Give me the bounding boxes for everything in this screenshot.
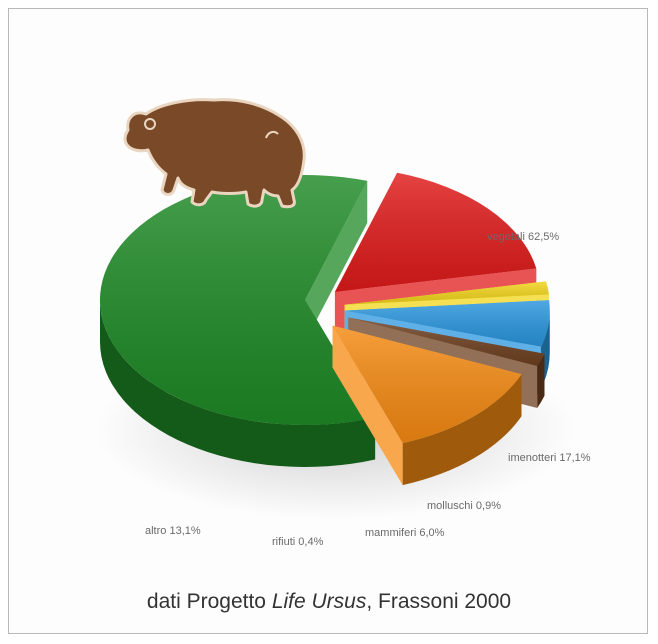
slice-label: imenotteri 17,1% (508, 452, 591, 464)
slices-layer (100, 172, 550, 486)
bear-body (123, 98, 306, 209)
slice-label: molluschi 0,9% (427, 500, 501, 512)
slice-label: rifiuti 0,4% (272, 536, 324, 548)
slice-side-face (332, 325, 403, 486)
slice-top-shading (344, 281, 549, 305)
slice-label: vegetali 62,5% (487, 231, 559, 243)
slice-side-face (305, 180, 368, 342)
chart-caption: dati Progetto Life Ursus, Frassoni 2000 (0, 590, 658, 614)
slice-outer-wall (402, 374, 522, 486)
bear-detail (265, 130, 279, 139)
slice-outer-wall (100, 300, 376, 467)
slice-top-shading (344, 300, 550, 347)
bear-ear (144, 118, 156, 130)
slice-label: mammiferi 6,0% (365, 527, 445, 539)
pie-slice (100, 174, 376, 467)
brown-bear-icon (123, 98, 306, 209)
caption-prefix: dati Progetto (146, 590, 272, 613)
slice-top-shading (348, 317, 545, 367)
labels-layer: vegetali 62,5% imenotteri 17,1% molluschi … (145, 231, 591, 548)
slice-outer-wall (537, 353, 545, 409)
pie-slice (334, 172, 537, 334)
slice-top-shading (334, 172, 537, 292)
slice-top-shading (100, 174, 376, 425)
pie-slice (332, 325, 522, 486)
caption-suffix: , Frassoni 2000 (366, 590, 512, 613)
slice-top-shading (332, 325, 522, 444)
slice-label: altro 13,1% (145, 525, 201, 537)
caption-project: Life Ursus (271, 590, 367, 613)
